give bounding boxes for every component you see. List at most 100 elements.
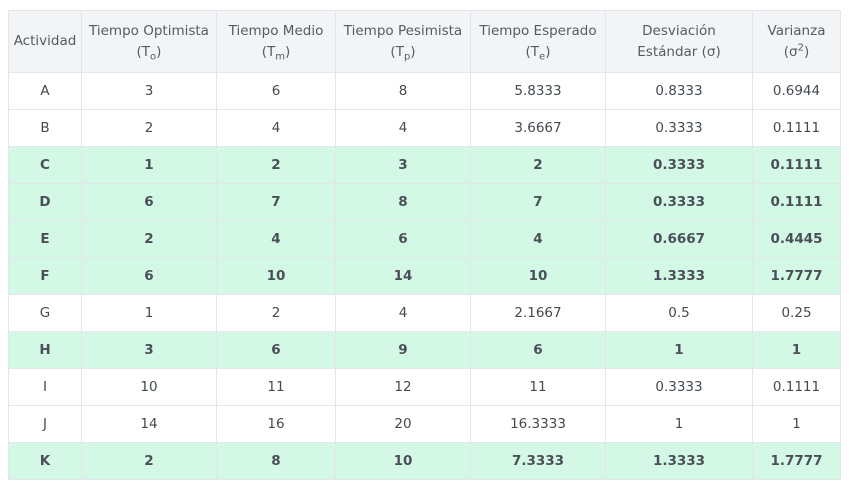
cell-desviacion-estandar: 0.3333 [605,109,753,147]
header-tiempo-esperado-label: Tiempo Esperado [479,22,597,39]
cell-tiempo-optimista: 3 [81,72,217,110]
cell-tiempo-esperado: 2 [470,146,606,184]
cell-tiempo-esperado: 6 [470,331,606,369]
cell-desviacion-estandar: 0.3333 [605,146,753,184]
cell-tiempo-optimista: 2 [81,220,217,258]
cell-desviacion-estandar: 0.5 [605,294,753,332]
cell-desviacion-estandar: 0.3333 [605,368,753,406]
table-row: E 2 4 6 4 0.6667 0.4445 [8,220,841,258]
cell-actividad: K [8,442,82,480]
header-desviacion-label: Desviación [642,22,716,39]
pert-table-container: Actividad Tiempo Optimista (To) Tiempo M… [8,10,841,480]
cell-desviacion-estandar: 1 [605,331,753,369]
cell-varianza: 0.6944 [752,72,841,110]
cell-actividad: C [8,146,82,184]
cell-desviacion-estandar: 0.8333 [605,72,753,110]
cell-tiempo-medio: 7 [216,183,336,221]
cell-actividad: H [8,331,82,369]
cell-varianza: 0.1111 [752,183,841,221]
header-tiempo-medio: Tiempo Medio (Tm) [216,10,336,73]
cell-desviacion-estandar: 0.3333 [605,183,753,221]
cell-tiempo-esperado: 2.1667 [470,294,606,332]
pert-table: Actividad Tiempo Optimista (To) Tiempo M… [8,10,841,480]
header-tiempo-optimista-symbol: (To) [136,43,162,63]
cell-actividad: B [8,109,82,147]
table-row: I 10 11 12 11 0.3333 0.1111 [8,368,841,406]
cell-varianza: 0.1111 [752,368,841,406]
cell-tiempo-esperado: 4 [470,220,606,258]
header-tiempo-medio-label: Tiempo Medio [228,22,324,39]
header-tiempo-pesimista-label: Tiempo Pesimista [343,22,463,39]
header-row: Actividad Tiempo Optimista (To) Tiempo M… [8,10,841,73]
header-varianza: Varianza (σ2) [752,10,841,73]
cell-tiempo-medio: 6 [216,331,336,369]
cell-tiempo-optimista: 6 [81,183,217,221]
cell-tiempo-medio: 2 [216,294,336,332]
cell-desviacion-estandar: 1.3333 [605,442,753,480]
cell-tiempo-optimista: 1 [81,146,217,184]
cell-tiempo-esperado: 7 [470,183,606,221]
cell-tiempo-medio: 2 [216,146,336,184]
header-estandar-label: Estándar (σ) [637,43,721,60]
header-varianza-label: Varianza [767,22,826,39]
cell-desviacion-estandar: 1 [605,405,753,443]
table-row: D 6 7 8 7 0.3333 0.1111 [8,183,841,221]
cell-tiempo-pesimista: 14 [335,257,471,295]
table-row: J 14 16 20 16.3333 1 1 [8,405,841,443]
cell-tiempo-optimista: 2 [81,442,217,480]
table-row: C 1 2 3 2 0.3333 0.1111 [8,146,841,184]
cell-tiempo-pesimista: 8 [335,183,471,221]
cell-tiempo-optimista: 2 [81,109,217,147]
cell-tiempo-optimista: 10 [81,368,217,406]
cell-tiempo-esperado: 10 [470,257,606,295]
cell-tiempo-esperado: 3.6667 [470,109,606,147]
cell-actividad: E [8,220,82,258]
header-actividad-label: Actividad [13,33,77,49]
table-row: B 2 4 4 3.6667 0.3333 0.1111 [8,109,841,147]
cell-tiempo-pesimista: 6 [335,220,471,258]
cell-actividad: D [8,183,82,221]
cell-tiempo-medio: 11 [216,368,336,406]
cell-tiempo-medio: 16 [216,405,336,443]
cell-actividad: J [8,405,82,443]
cell-tiempo-medio: 8 [216,442,336,480]
cell-tiempo-pesimista: 8 [335,72,471,110]
cell-tiempo-esperado: 7.3333 [470,442,606,480]
cell-varianza: 1.7777 [752,257,841,295]
cell-tiempo-pesimista: 4 [335,109,471,147]
table-row: K 2 8 10 7.3333 1.3333 1.7777 [8,442,841,480]
cell-actividad: I [8,368,82,406]
cell-varianza: 0.1111 [752,109,841,147]
cell-tiempo-esperado: 16.3333 [470,405,606,443]
cell-tiempo-optimista: 3 [81,331,217,369]
table-body: A 3 6 8 5.8333 0.8333 0.6944 B 2 4 4 3.6667 0.3333 0.… [8,72,841,480]
cell-varianza: 0.1111 [752,146,841,184]
header-tiempo-pesimista-symbol: (Tp) [390,43,416,63]
cell-tiempo-medio: 6 [216,72,336,110]
cell-tiempo-medio: 4 [216,220,336,258]
cell-actividad: A [8,72,82,110]
cell-tiempo-pesimista: 12 [335,368,471,406]
cell-tiempo-pesimista: 10 [335,442,471,480]
cell-tiempo-medio: 10 [216,257,336,295]
cell-varianza: 1.7777 [752,442,841,480]
cell-tiempo-pesimista: 9 [335,331,471,369]
cell-actividad: G [8,294,82,332]
header-tiempo-medio-symbol: (Tm) [261,43,291,63]
header-desviacion-estandar: Desviación Estándar (σ) [605,10,753,73]
table-row: A 3 6 8 5.8333 0.8333 0.6944 [8,72,841,110]
header-actividad: Actividad [8,10,82,73]
cell-tiempo-esperado: 11 [470,368,606,406]
cell-tiempo-optimista: 1 [81,294,217,332]
cell-tiempo-optimista: 14 [81,405,217,443]
cell-desviacion-estandar: 1.3333 [605,257,753,295]
cell-varianza: 0.4445 [752,220,841,258]
cell-varianza: 1 [752,331,841,369]
cell-tiempo-pesimista: 3 [335,146,471,184]
cell-actividad: F [8,257,82,295]
cell-tiempo-optimista: 6 [81,257,217,295]
cell-varianza: 1 [752,405,841,443]
header-tiempo-esperado: Tiempo Esperado (Te) [470,10,606,73]
cell-desviacion-estandar: 0.6667 [605,220,753,258]
